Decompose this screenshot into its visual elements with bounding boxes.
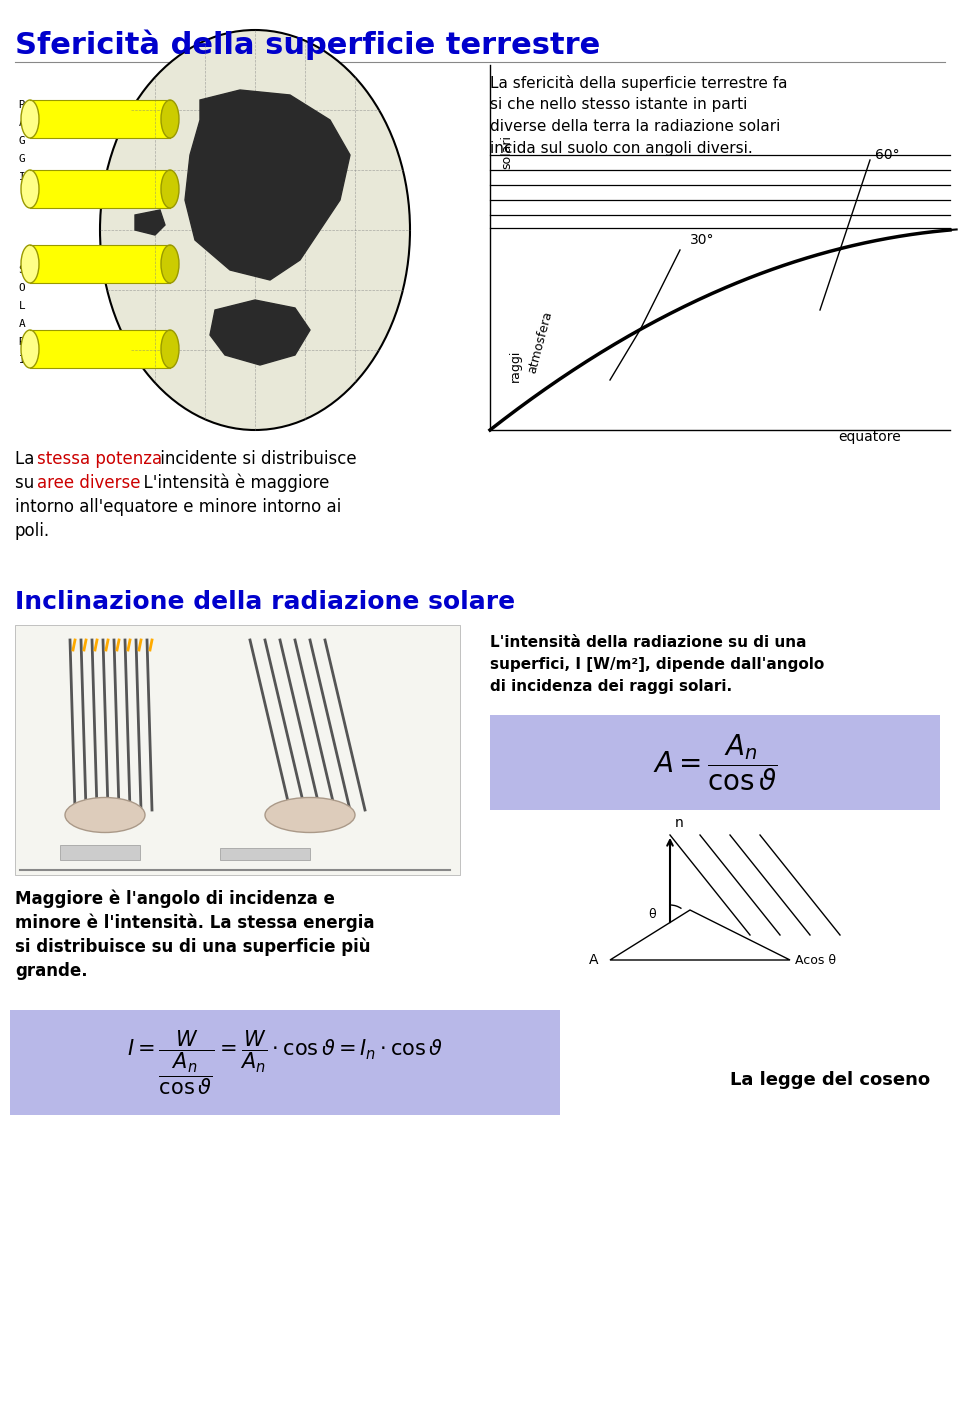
- Bar: [30, 246, 170, 283]
- Bar: [30, 170, 170, 207]
- Text: 60°: 60°: [875, 148, 900, 162]
- Ellipse shape: [161, 170, 179, 207]
- Ellipse shape: [161, 246, 179, 283]
- Polygon shape: [135, 210, 165, 234]
- Text: su: su: [15, 474, 39, 491]
- Text: si distribuisce su di una superficie più: si distribuisce su di una superficie più: [15, 939, 371, 957]
- Text: θ: θ: [648, 909, 656, 922]
- Text: incidente si distribuisce: incidente si distribuisce: [155, 450, 356, 469]
- Bar: [60, 845, 140, 861]
- Bar: [15, 625, 460, 875]
- Text: poli.: poli.: [15, 523, 50, 540]
- Text: Maggiore è l'angolo di incidenza e: Maggiore è l'angolo di incidenza e: [15, 890, 335, 909]
- Ellipse shape: [161, 329, 179, 368]
- Ellipse shape: [100, 30, 410, 430]
- Text: atmosfera: atmosfera: [525, 310, 555, 375]
- Text: A: A: [18, 320, 25, 329]
- Text: diverse della terra la radiazione solari: diverse della terra la radiazione solari: [490, 119, 780, 133]
- Text: G: G: [18, 153, 25, 163]
- Text: raggi: raggi: [509, 349, 521, 382]
- Text: 30°: 30°: [690, 233, 714, 247]
- Bar: [220, 848, 310, 861]
- Text: A: A: [18, 118, 25, 128]
- Ellipse shape: [21, 99, 39, 138]
- Polygon shape: [185, 89, 350, 280]
- Text: minore è l'intensità. La stessa energia: minore è l'intensità. La stessa energia: [15, 914, 374, 933]
- Text: I: I: [18, 355, 25, 365]
- Text: La: La: [15, 450, 39, 469]
- Polygon shape: [210, 300, 310, 365]
- Text: intorno all'equatore e minore intorno ai: intorno all'equatore e minore intorno ai: [15, 498, 341, 515]
- Text: equatore: equatore: [839, 430, 901, 444]
- Text: superfici, I [W/m²], dipende dall'angolo: superfici, I [W/m²], dipende dall'angolo: [490, 657, 825, 672]
- Ellipse shape: [21, 246, 39, 283]
- Bar: [10, 1010, 560, 1115]
- Text: La sfericità della superficie terrestre fa: La sfericità della superficie terrestre …: [490, 75, 787, 91]
- Text: A: A: [588, 953, 598, 967]
- Bar: [30, 99, 170, 138]
- Text: R: R: [18, 337, 25, 346]
- Text: G: G: [18, 136, 25, 146]
- Ellipse shape: [161, 99, 179, 138]
- Text: aree diverse: aree diverse: [37, 474, 140, 491]
- Text: L'intensità è maggiore: L'intensità è maggiore: [133, 474, 329, 493]
- Text: grande.: grande.: [15, 961, 87, 980]
- Text: L'intensità della radiazione su di una: L'intensità della radiazione su di una: [490, 635, 806, 650]
- Text: di incidenza dei raggi solari.: di incidenza dei raggi solari.: [490, 679, 732, 694]
- Text: $A = \dfrac{A_n}{\cos\vartheta}$: $A = \dfrac{A_n}{\cos\vartheta}$: [653, 733, 778, 792]
- Text: $I = \dfrac{W}{\dfrac{A_n}{\cos\vartheta}} = \dfrac{W}{A_n} \cdot \cos\vartheta : $I = \dfrac{W}{\dfrac{A_n}{\cos\vartheta…: [127, 1028, 444, 1096]
- Bar: [490, 716, 940, 809]
- Text: S: S: [18, 266, 25, 275]
- Text: I: I: [18, 172, 25, 182]
- Text: si che nello stesso istante in parti: si che nello stesso istante in parti: [490, 97, 748, 112]
- Ellipse shape: [21, 329, 39, 368]
- Text: R: R: [18, 99, 25, 109]
- Text: solari: solari: [500, 135, 513, 169]
- Text: stessa potenza: stessa potenza: [37, 450, 162, 469]
- Text: L: L: [18, 301, 25, 311]
- Text: La legge del coseno: La legge del coseno: [730, 1071, 930, 1089]
- Text: Inclinazione della radiazione solare: Inclinazione della radiazione solare: [15, 589, 516, 613]
- Text: Sfericità della superficie terrestre: Sfericità della superficie terrestre: [15, 30, 600, 60]
- Text: Acos θ: Acos θ: [795, 953, 836, 967]
- Text: O: O: [18, 283, 25, 293]
- Text: n: n: [675, 816, 684, 831]
- Ellipse shape: [21, 170, 39, 207]
- Ellipse shape: [265, 798, 355, 832]
- Bar: [30, 329, 170, 368]
- Ellipse shape: [65, 798, 145, 832]
- Text: incida sul suolo con angoli diversi.: incida sul suolo con angoli diversi.: [490, 141, 753, 156]
